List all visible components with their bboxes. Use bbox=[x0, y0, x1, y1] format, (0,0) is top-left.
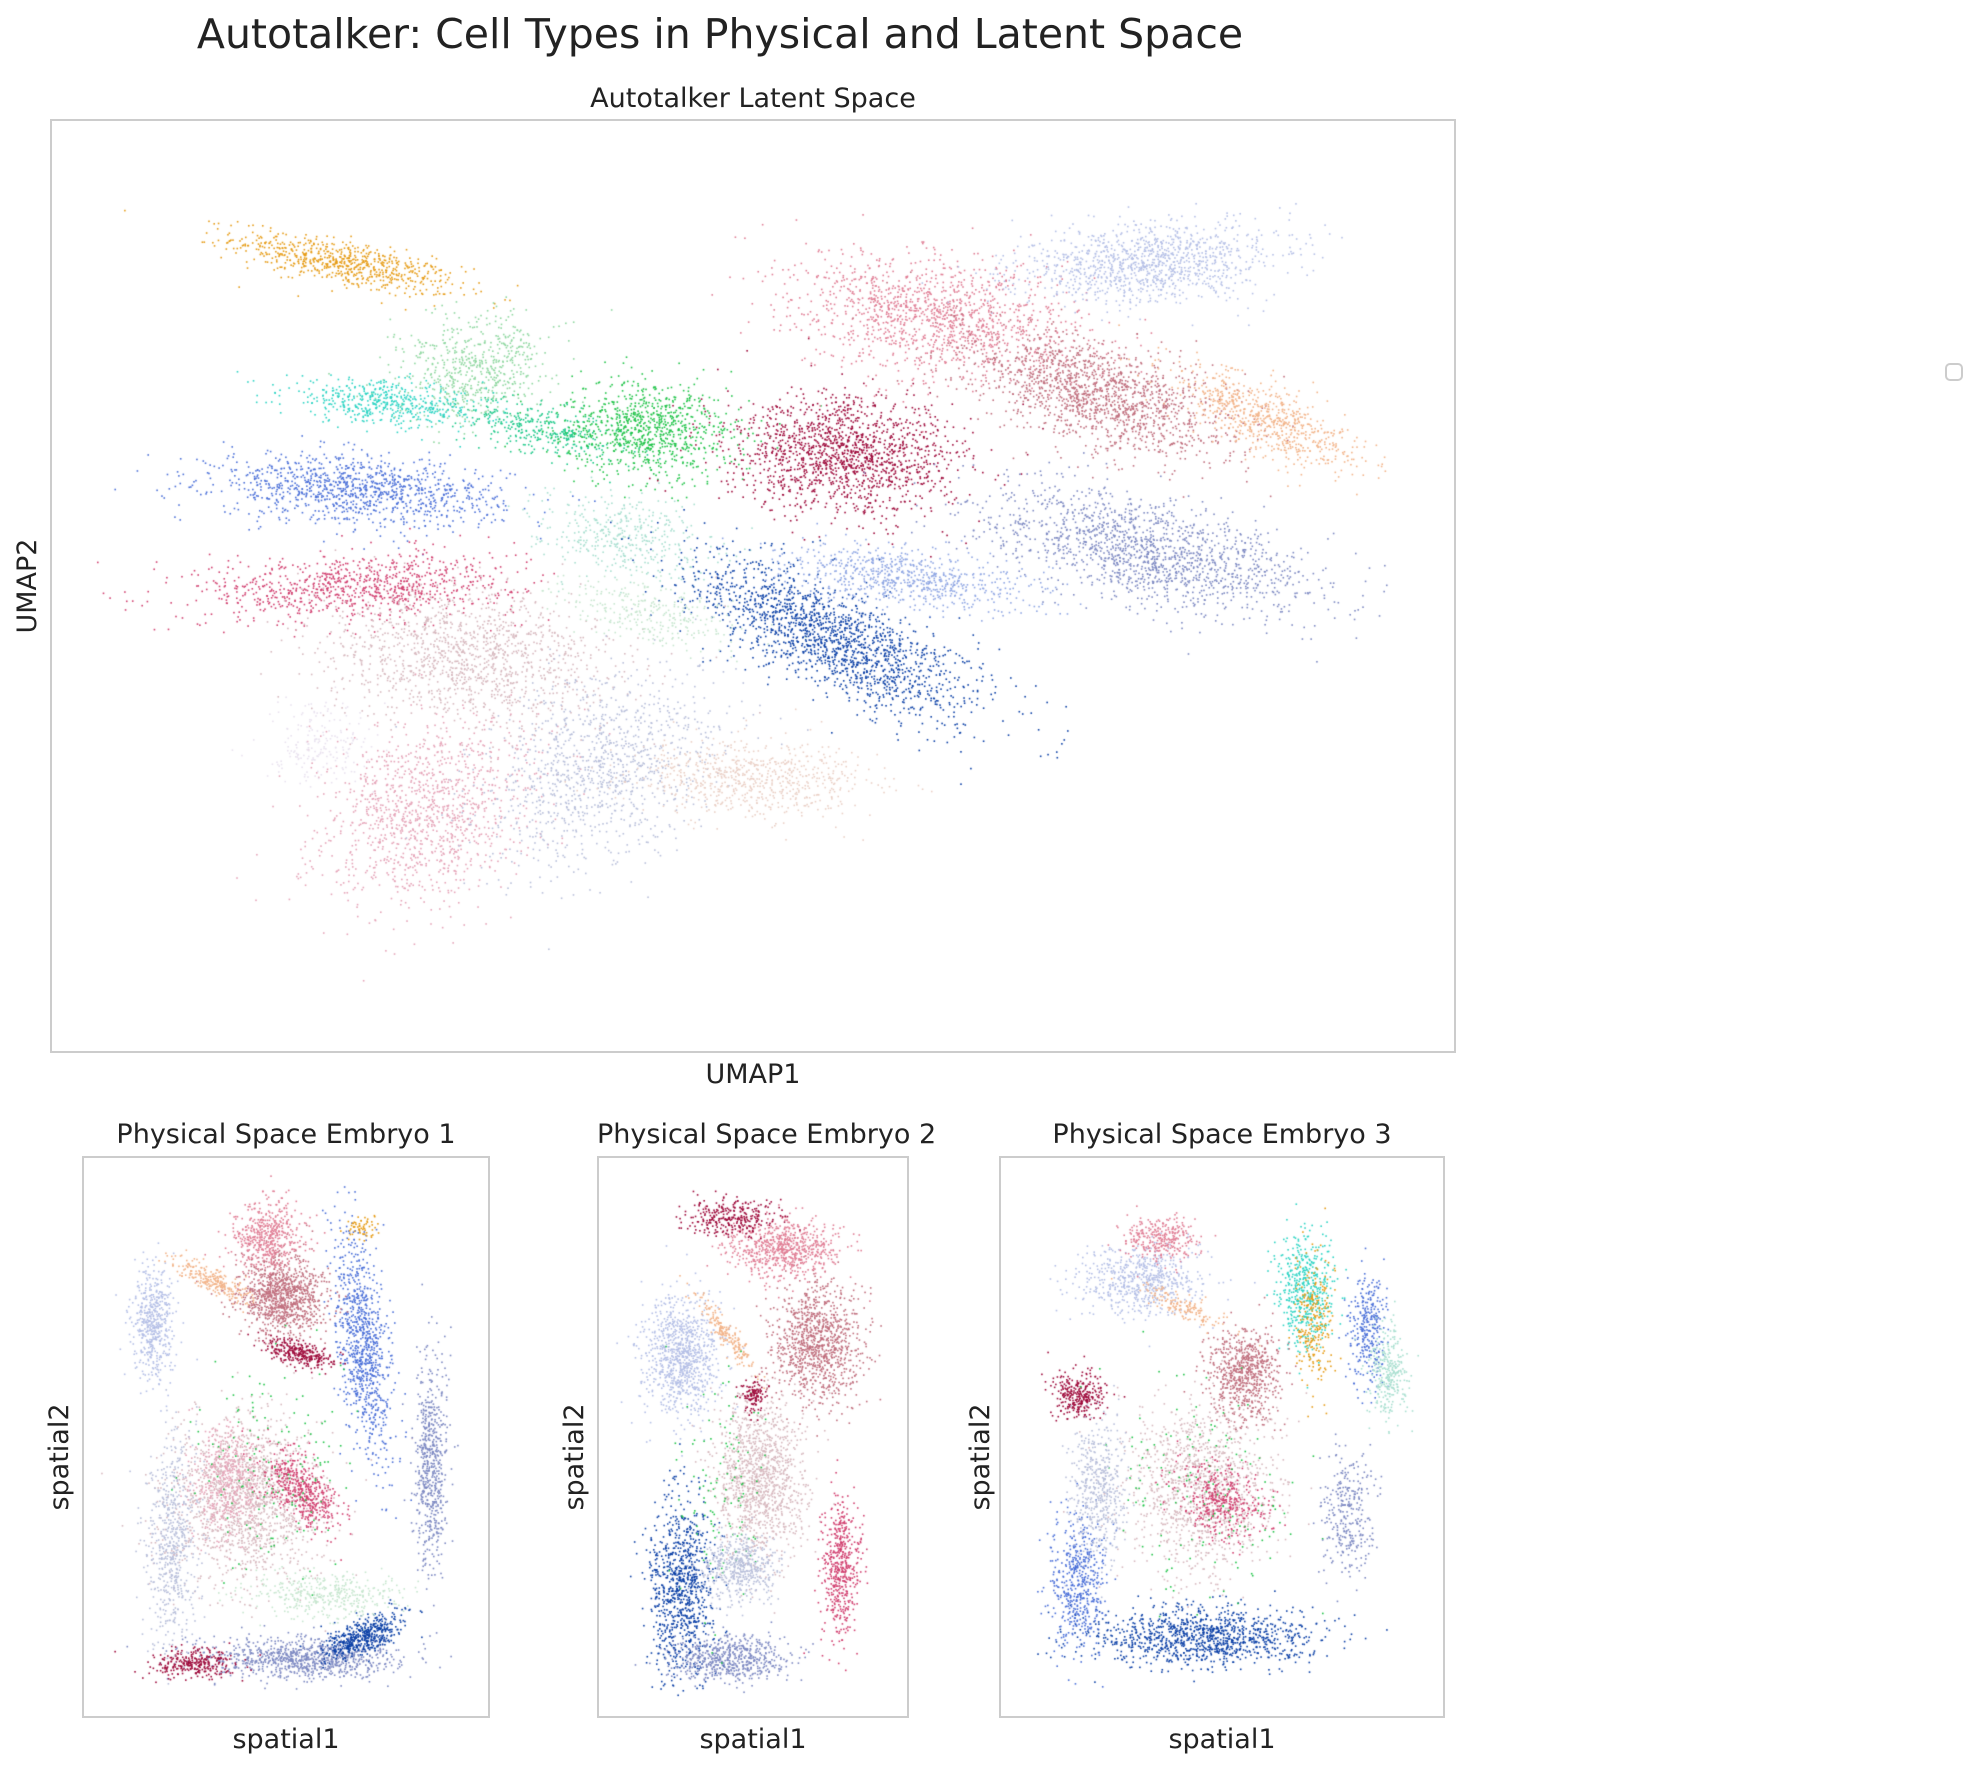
embryo3-plot bbox=[999, 1156, 1445, 1718]
empty-legend bbox=[1945, 363, 1963, 381]
embryo3-points bbox=[1001, 1158, 1443, 1716]
embryo2-title: Physical Space Embryo 2 bbox=[597, 1119, 937, 1150]
embryo3-xlabel: spatial1 bbox=[1168, 1724, 1276, 1755]
embryo1-xlabel: spatial1 bbox=[232, 1724, 340, 1755]
embryo1-title: Physical Space Embryo 1 bbox=[116, 1119, 456, 1150]
latent-space-xlabel: UMAP1 bbox=[705, 1059, 801, 1090]
latent-space-ylabel: UMAP2 bbox=[12, 538, 43, 634]
embryo2-points bbox=[599, 1158, 907, 1716]
embryo3-ylabel: spatial2 bbox=[965, 1403, 996, 1511]
latent-space-points bbox=[52, 121, 1454, 1051]
embryo1-plot bbox=[82, 1156, 490, 1718]
embryo3-title: Physical Space Embryo 3 bbox=[1052, 1119, 1392, 1150]
embryo1-ylabel: spatial2 bbox=[44, 1403, 75, 1511]
embryo1-points bbox=[84, 1158, 488, 1716]
figure-title: Autotalker: Cell Types in Physical and L… bbox=[196, 10, 1244, 58]
embryo2-xlabel: spatial1 bbox=[699, 1724, 807, 1755]
latent-space-plot bbox=[50, 119, 1456, 1053]
latent-space-title: Autotalker Latent Space bbox=[590, 83, 916, 114]
embryo2-ylabel: spatial2 bbox=[559, 1403, 590, 1511]
embryo2-plot bbox=[597, 1156, 909, 1718]
